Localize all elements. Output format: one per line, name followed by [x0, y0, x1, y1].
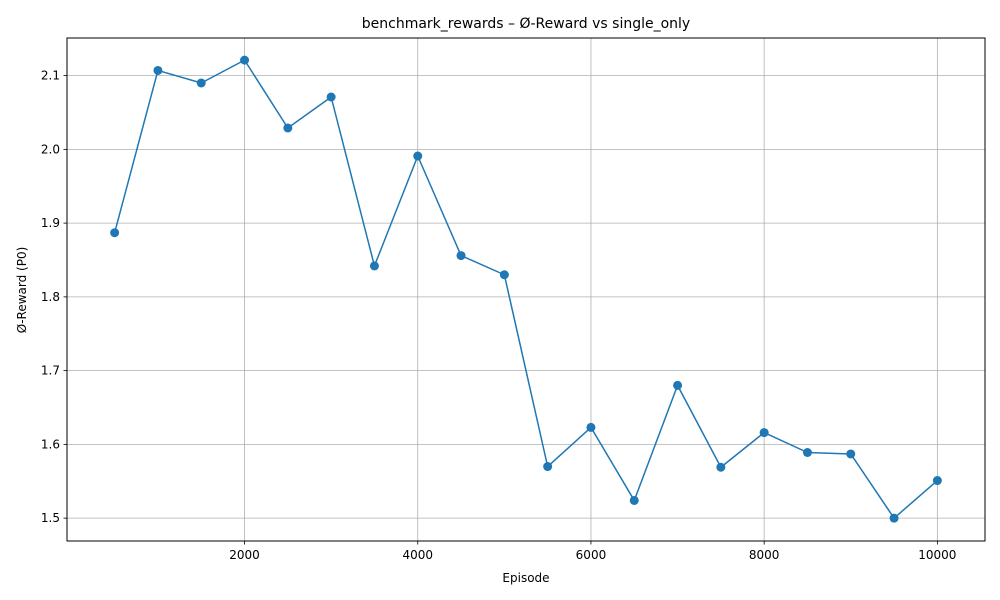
x-tick-label: 6000: [576, 548, 607, 562]
series-layer: [110, 55, 942, 523]
y-tick-label: 1.8: [41, 290, 60, 304]
grid-lines: [67, 38, 985, 541]
y-tick-label: 1.7: [41, 364, 60, 378]
y-axis-ticks: 1.5 1.6 1.7 1.8 1.9 2.0 2.1: [41, 69, 67, 525]
data-point: [369, 261, 379, 271]
data-point: [629, 495, 639, 505]
data-point: [499, 270, 509, 280]
x-axis-ticks: 2000 4000 6000 8000 10000: [229, 541, 956, 562]
data-point: [153, 65, 163, 75]
y-tick-label: 2.1: [41, 69, 60, 83]
data-point: [932, 476, 942, 486]
data-point: [889, 513, 899, 523]
data-point: [543, 462, 553, 472]
y-tick-label: 1.5: [41, 511, 60, 525]
y-tick-label: 1.9: [41, 216, 60, 230]
x-tick-label: 8000: [749, 548, 780, 562]
data-point: [716, 462, 726, 472]
y-axis-label: Ø-Reward (P0): [15, 247, 29, 334]
data-point: [326, 92, 336, 102]
data-point: [456, 251, 466, 261]
x-tick-label: 4000: [402, 548, 433, 562]
data-point: [413, 151, 423, 161]
series-line: [113, 59, 938, 519]
x-axis-label: Episode: [502, 571, 549, 585]
y-tick-label: 2.0: [41, 142, 60, 156]
chart-title: benchmark_rewards – Ø-Reward vs single_o…: [362, 16, 690, 32]
data-point: [283, 123, 293, 133]
data-point: [802, 448, 812, 457]
x-tick-label: 2000: [229, 548, 260, 562]
x-tick-label: 10000: [918, 548, 956, 562]
data-point: [110, 228, 120, 238]
data-point: [240, 55, 250, 65]
data-point: [846, 449, 856, 459]
y-tick-label: 1.6: [41, 437, 60, 451]
data-point: [673, 380, 683, 390]
data-point: [586, 422, 596, 432]
data-point: [759, 428, 769, 438]
plot-frame: [66, 37, 986, 542]
data-point: [196, 78, 206, 88]
